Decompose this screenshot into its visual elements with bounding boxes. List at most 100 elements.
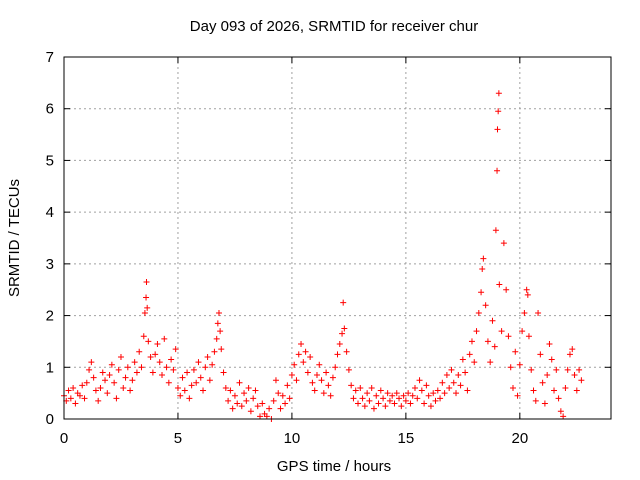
data-point <box>487 359 494 366</box>
data-point <box>67 395 74 402</box>
data-point <box>418 387 425 394</box>
data-point <box>327 392 334 399</box>
data-point <box>341 325 348 332</box>
data-point <box>131 359 138 366</box>
data-point <box>492 227 499 234</box>
data-point <box>115 366 122 373</box>
y-tick-labels: 0 1 2 3 4 5 6 7 <box>46 49 54 428</box>
data-point <box>521 309 528 316</box>
data-point <box>304 369 311 376</box>
data-point <box>528 366 535 373</box>
data-point <box>272 377 279 384</box>
data-point <box>391 400 398 407</box>
data-point <box>217 328 224 335</box>
data-point <box>215 309 222 316</box>
data-point <box>459 356 466 363</box>
data-point <box>489 317 496 324</box>
data-point <box>229 405 236 412</box>
data-point <box>282 400 289 407</box>
data-point <box>537 351 544 358</box>
data-point <box>186 395 193 402</box>
data-point <box>578 377 585 384</box>
data-point <box>293 377 300 384</box>
data-point <box>124 364 131 371</box>
data-point <box>222 384 229 391</box>
data-point <box>382 403 389 410</box>
data-point <box>478 289 485 296</box>
data-point <box>450 379 457 386</box>
x-axis-label: GPS time / hours <box>277 458 391 475</box>
data-point <box>97 384 104 391</box>
data-point <box>127 387 134 394</box>
data-point <box>336 341 343 348</box>
data-point <box>466 351 473 358</box>
data-point <box>396 395 403 402</box>
data-point <box>311 387 318 394</box>
data-point <box>263 413 270 420</box>
data-point <box>446 384 453 391</box>
data-point <box>106 372 113 379</box>
data-point <box>512 348 519 355</box>
data-point <box>571 372 578 379</box>
data-point <box>234 400 241 407</box>
data-point <box>407 400 414 407</box>
data-point <box>259 400 266 407</box>
data-point <box>209 361 216 368</box>
data-point <box>434 387 441 394</box>
data-point <box>348 382 355 389</box>
data-point <box>117 353 124 360</box>
data-point <box>90 374 97 381</box>
data-point <box>453 390 460 397</box>
data-point <box>197 374 204 381</box>
data-point <box>238 403 245 410</box>
data-point <box>551 387 558 394</box>
data-point <box>320 390 327 397</box>
data-point <box>252 387 259 394</box>
data-point <box>560 413 567 420</box>
data-point <box>471 359 478 366</box>
data-point <box>539 379 546 386</box>
data-point <box>546 341 553 348</box>
data-point <box>439 379 446 386</box>
data-point <box>179 374 186 381</box>
data-point <box>352 387 359 394</box>
data-point <box>86 366 93 373</box>
data-point <box>325 382 332 389</box>
x-tick-label: 15 <box>398 430 415 447</box>
y-tick-label: 3 <box>46 256 54 273</box>
data-point <box>548 356 555 363</box>
data-point <box>277 405 284 412</box>
y-tick-label: 4 <box>46 204 54 221</box>
data-point <box>113 395 120 402</box>
data-point <box>535 309 542 316</box>
data-point <box>266 405 273 412</box>
y-tick-label: 1 <box>46 359 54 376</box>
x-tick-label: 5 <box>174 430 182 447</box>
data-point <box>72 400 79 407</box>
data-point <box>99 369 106 376</box>
data-point <box>83 379 90 386</box>
data-point <box>432 397 439 404</box>
data-point <box>307 353 314 360</box>
data-point <box>425 392 432 399</box>
plot-frame <box>63 56 612 420</box>
data-point <box>329 374 336 381</box>
data-point <box>202 364 209 371</box>
data-point <box>193 379 200 386</box>
data-point <box>496 281 503 288</box>
data-points <box>61 90 585 422</box>
data-point <box>206 377 213 384</box>
data-point <box>288 372 295 379</box>
data-point <box>416 377 423 384</box>
data-point <box>188 382 195 389</box>
data-point <box>144 304 151 311</box>
data-point <box>576 366 583 373</box>
data-point <box>218 346 225 353</box>
data-point <box>184 369 191 376</box>
data-point <box>147 353 154 360</box>
data-point <box>227 387 234 394</box>
data-point <box>402 397 409 404</box>
data-point <box>495 108 502 115</box>
data-point <box>498 328 505 335</box>
data-point <box>161 335 168 342</box>
